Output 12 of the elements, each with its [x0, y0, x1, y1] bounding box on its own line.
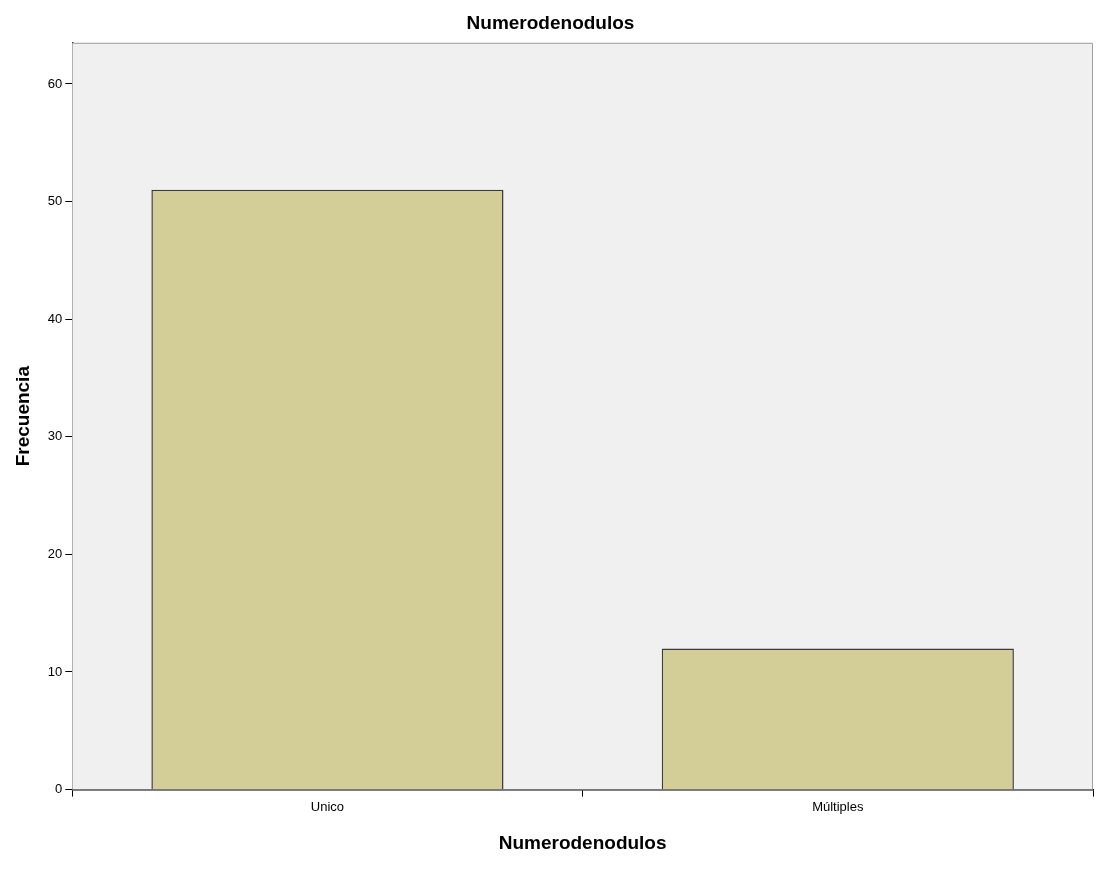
chart-title: Numerodenodulos — [466, 11, 635, 33]
y-tick-label: 20 — [47, 545, 63, 561]
y-tick-label: 0 — [55, 781, 63, 797]
y-tick-label: 60 — [47, 75, 63, 91]
y-axis-title: Frecuencia — [11, 365, 33, 467]
y-tick-label: 10 — [47, 663, 63, 679]
y-tick-label: 50 — [47, 193, 63, 209]
x-tick-label: Unico — [310, 798, 345, 814]
x-axis-title: Numerodenodulos — [498, 831, 667, 853]
y-tick-label: 40 — [47, 310, 63, 326]
x-tick-label: Múltiples — [812, 798, 864, 814]
y-tick-label: 30 — [47, 428, 63, 444]
